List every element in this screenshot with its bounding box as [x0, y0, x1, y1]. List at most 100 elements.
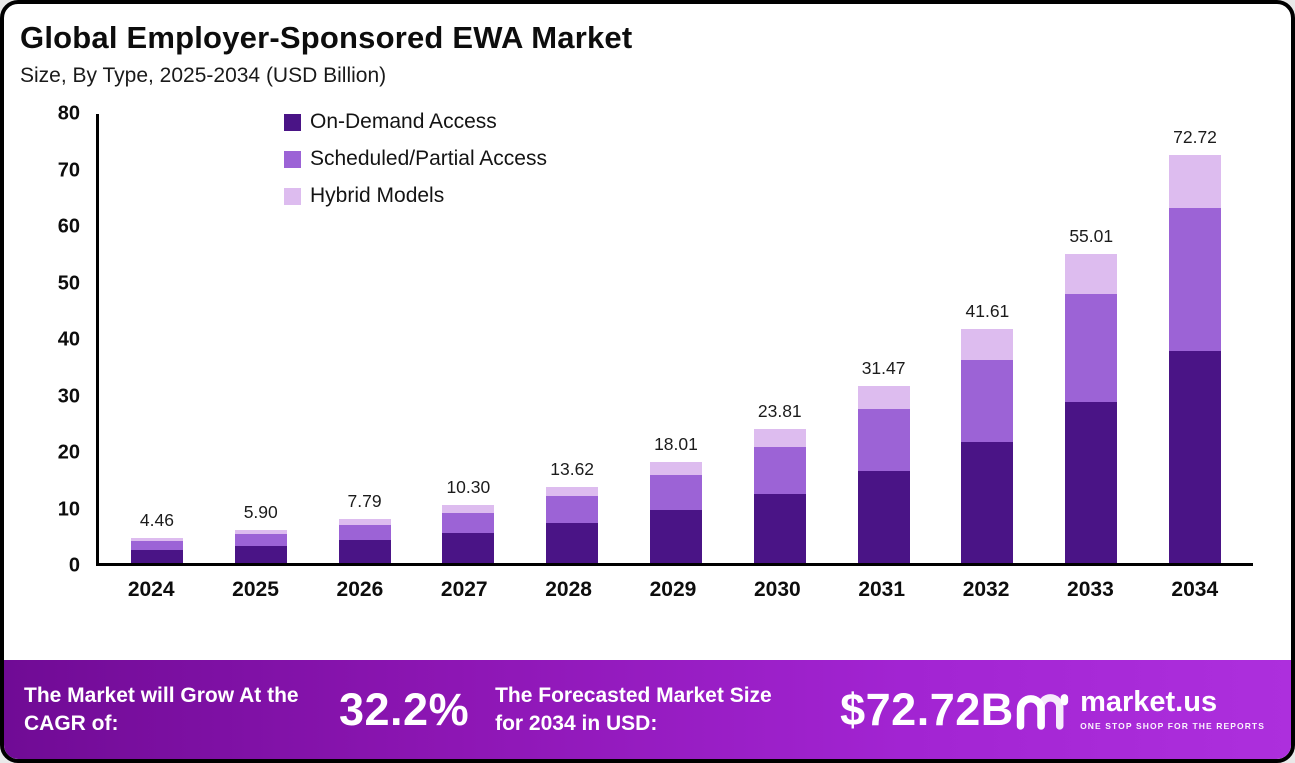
bar-stack	[546, 486, 599, 563]
x-axis-label: 2028	[545, 578, 592, 601]
x-axis-label: 2034	[1171, 578, 1219, 601]
bar-segment	[649, 510, 702, 563]
bar-group: 13.62	[520, 114, 624, 563]
bar-stack	[649, 461, 702, 563]
bar-segment	[1065, 402, 1118, 563]
bar-stack	[234, 529, 287, 563]
bar-stack	[961, 329, 1014, 563]
bar-group: 41.61	[936, 114, 1040, 563]
legend-swatch-icon	[284, 113, 301, 131]
x-axis-label: 2026	[336, 578, 384, 601]
bar-group: 55.01	[1039, 114, 1143, 563]
chart-area: 0 10 20 30 40 50 60 70 80 On-Demand Access Sched…	[4, 103, 1291, 577]
cagr-label: The Market will Grow At the CAGR of:	[24, 684, 299, 735]
bar-segment	[1169, 350, 1222, 563]
bar-total-label: 7.79	[347, 491, 382, 512]
bar-total-label: 31.47	[861, 358, 906, 379]
bar-segment	[338, 540, 391, 563]
legend-label: Scheduled/Partial Access	[310, 147, 547, 170]
bar-stack	[857, 386, 910, 563]
bar-segment	[961, 441, 1014, 563]
bar-segment	[234, 529, 287, 535]
bar-stack	[1169, 154, 1222, 563]
bar-group: 4.46	[105, 114, 209, 563]
bar-segment	[649, 461, 702, 476]
plot-area: On-Demand Access Scheduled/Partial Acces…	[96, 110, 1253, 566]
y-tick-label: 30	[57, 385, 80, 407]
x-axis-label: 2031	[858, 578, 906, 601]
bar-segment	[857, 409, 910, 472]
bar-segment	[442, 512, 495, 533]
bar-group: 72.72	[1143, 114, 1247, 563]
bar-segment	[338, 524, 391, 541]
bar-segment	[857, 471, 910, 563]
bar-segment	[130, 537, 183, 542]
x-axis-label: 2032	[962, 578, 1010, 601]
bar-total-label: 41.61	[965, 301, 1010, 322]
bar-segment	[546, 486, 599, 497]
bar-group: 31.47	[832, 114, 936, 563]
bar-segment	[546, 523, 599, 563]
bar-segment	[753, 429, 806, 447]
x-axis-label: 2024	[127, 578, 175, 601]
bar-segment	[1169, 154, 1222, 208]
brand-block: market.us ONE STOP SHOP FOR THE REPORTS	[1014, 688, 1265, 732]
bar-group: 18.01	[624, 114, 728, 563]
legend-label: Hybrid Models	[310, 184, 445, 207]
bar-group: 23.81	[728, 114, 832, 563]
forecast-value: $72.72B	[840, 683, 1014, 735]
page-subtitle: Size, By Type, 2025-2034 (USD Billion)	[20, 64, 387, 87]
bar-total-label: 10.30	[446, 477, 491, 498]
brand-text: market.us ONE STOP SHOP FOR THE REPORTS	[1080, 688, 1265, 732]
bars-container: 4.46 5.90 7.79 10.30 13.62 18.01 23.81 31.47 41.…	[99, 114, 1253, 563]
footer-banner: The Market will Grow At the CAGR of: 32.…	[4, 660, 1291, 759]
page-title: Global Employer-Sponsored EWA Market	[20, 20, 633, 55]
bar-segment	[649, 475, 702, 511]
y-axis: 0 10 20 30 40 50 60 70 80	[18, 103, 96, 577]
bar-group: 10.30	[416, 114, 520, 563]
bar-stack	[753, 429, 806, 563]
x-axis-label: 2030	[753, 578, 801, 601]
y-tick-label: 20	[57, 441, 80, 464]
bar-segment	[1065, 294, 1118, 403]
bar-segment	[130, 549, 183, 563]
bar-segment	[961, 329, 1014, 360]
legend-item: On-Demand Access	[284, 110, 547, 134]
bar-segment	[234, 545, 287, 563]
chart-legend: On-Demand Access Scheduled/Partial Acces…	[284, 110, 547, 208]
bar-total-label: 72.72	[1173, 126, 1217, 147]
legend-swatch-icon	[284, 187, 301, 205]
y-tick-label: 10	[57, 498, 80, 520]
y-tick-label: 80	[57, 102, 80, 125]
bar-segment	[753, 446, 806, 494]
legend-swatch-icon	[284, 150, 301, 168]
y-tick-label: 60	[57, 215, 80, 238]
bar-group: 5.90	[209, 114, 313, 563]
y-tick-label: 40	[57, 328, 80, 351]
x-axis-label: 2029	[649, 578, 697, 601]
legend-item: Scheduled/Partial Access	[284, 147, 547, 171]
bar-total-label: 13.62	[550, 458, 595, 479]
y-tick-label: 0	[68, 554, 80, 577]
y-tick-label: 70	[57, 159, 80, 181]
bar-total-label: 4.46	[139, 509, 174, 530]
bar-segment	[961, 359, 1014, 442]
bar-total-label: 5.90	[243, 501, 278, 522]
bar-total-label: 18.01	[654, 433, 698, 454]
y-tick-label: 50	[57, 272, 80, 294]
bar-stack	[1065, 254, 1118, 563]
bar-group: 7.79	[313, 114, 417, 563]
bar-segment	[338, 519, 391, 525]
bar-segment	[442, 532, 495, 563]
bar-segment	[130, 541, 183, 550]
bar-total-label: 55.01	[1069, 226, 1114, 247]
cagr-value: 32.2%	[339, 683, 470, 735]
bar-segment	[234, 534, 287, 546]
bar-segment	[442, 505, 495, 513]
legend-label: On-Demand Access	[310, 110, 497, 133]
bar-stack	[442, 505, 495, 563]
bar-total-label: 23.81	[757, 401, 802, 422]
bar-segment	[546, 496, 599, 524]
legend-item: Hybrid Models	[284, 184, 547, 208]
